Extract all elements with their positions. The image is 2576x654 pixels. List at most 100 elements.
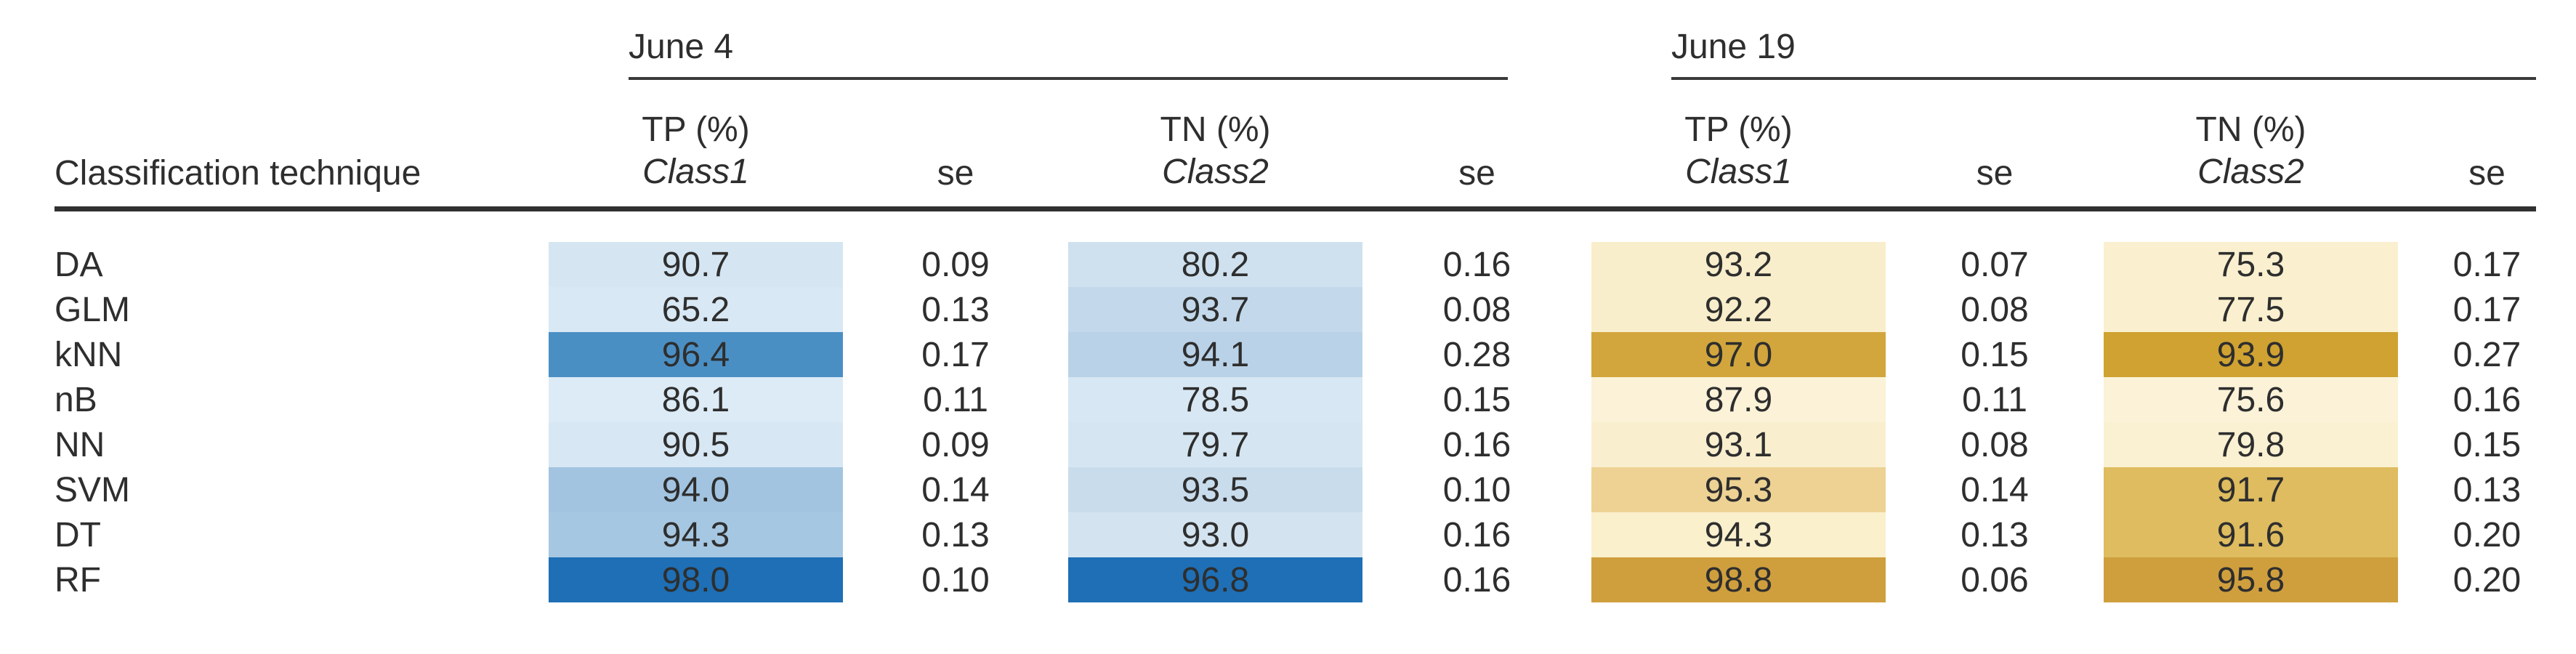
tn-cell: 96.8 <box>1068 557 1362 602</box>
tn-cell: 78.5 <box>1068 377 1362 422</box>
se-cell: 0.10 <box>921 560 990 600</box>
tp-cell: 65.2 <box>549 287 843 332</box>
group-header-row: June 4 June 19 <box>54 25 2576 80</box>
table-row: GLM 65.2 0.13 93.7 0.08 92.2 0.08 77.5 0… <box>54 287 2576 332</box>
tn-cell: 93.5 <box>1068 467 1362 512</box>
tp-cell: 92.2 <box>1591 287 1886 332</box>
se-cell: 0.17 <box>2452 290 2522 329</box>
se-cell: 0.13 <box>2452 470 2522 509</box>
table-row: NN 90.5 0.09 79.7 0.16 93.1 0.08 79.8 0.… <box>54 422 2576 467</box>
tp-cell: 93.1 <box>1591 422 1886 467</box>
tn-cell: 93.7 <box>1068 287 1362 332</box>
se-cell: 0.13 <box>921 515 990 554</box>
june4-tp-header: TP (%) Class1 <box>549 109 843 206</box>
june4-se2-header: se <box>1458 154 1495 193</box>
technique-label: DT <box>54 515 101 554</box>
tp-cell: 96.4 <box>549 332 843 377</box>
june19-tp-header: TP (%) Class1 <box>1591 109 1886 206</box>
technique-label: RF <box>54 560 101 600</box>
tp-cell: 94.3 <box>549 512 843 557</box>
tp-cell: 95.3 <box>1591 467 1886 512</box>
se-cell: 0.13 <box>921 290 990 329</box>
se-cell: 0.17 <box>921 335 990 374</box>
june19-tn-metric: TN (%) <box>2195 110 2306 149</box>
se-cell: 0.11 <box>1962 380 2027 419</box>
se-cell: 0.08 <box>1961 425 2029 464</box>
tp-cell: 98.0 <box>549 557 843 602</box>
se-cell: 0.09 <box>921 245 990 284</box>
table-row: DT 94.3 0.13 93.0 0.16 94.3 0.13 91.6 0.… <box>54 512 2576 557</box>
technique-label: DA <box>54 245 103 284</box>
tp-cell: 87.9 <box>1591 377 1886 422</box>
technique-label: NN <box>54 425 105 464</box>
se-cell: 0.16 <box>1442 560 1511 600</box>
june4-tp-class: Class1 <box>642 153 749 191</box>
technique-label: GLM <box>54 290 131 329</box>
june19-tp-class: Class1 <box>1685 153 1792 191</box>
se-cell: 0.16 <box>2452 380 2522 419</box>
june4-tp-metric: TP (%) <box>642 110 750 149</box>
table-row: nB 86.1 0.11 78.5 0.15 87.9 0.11 75.6 0.… <box>54 377 2576 422</box>
tn-cell: 79.8 <box>2104 422 2398 467</box>
table-row: kNN 96.4 0.17 94.1 0.28 97.0 0.15 93.9 0… <box>54 332 2576 377</box>
technique-label: nB <box>54 380 97 419</box>
table-body: DA 90.7 0.09 80.2 0.16 93.2 0.07 75.3 0.… <box>54 242 2576 602</box>
se-cell: 0.16 <box>1442 425 1511 464</box>
group-june4-label: June 4 <box>629 28 734 66</box>
table-row: RF 98.0 0.10 96.8 0.16 98.8 0.06 95.8 0.… <box>54 557 2576 602</box>
tn-cell: 79.7 <box>1068 422 1362 467</box>
tn-cell: 75.3 <box>2104 242 2398 287</box>
june4-tn-header: TN (%) Class2 <box>1068 109 1362 206</box>
se-cell: 0.15 <box>1961 335 2029 374</box>
tn-cell: 80.2 <box>1068 242 1362 287</box>
table-row: SVM 94.0 0.14 93.5 0.10 95.3 0.14 91.7 0… <box>54 467 2576 512</box>
tp-cell: 90.5 <box>549 422 843 467</box>
tp-cell: 90.7 <box>549 242 843 287</box>
june4-tn-metric: TN (%) <box>1160 110 1271 149</box>
technique-label: SVM <box>54 470 131 509</box>
se-cell: 0.28 <box>1442 335 1511 374</box>
group-june4: June 4 <box>629 25 1508 80</box>
technique-label: kNN <box>54 335 123 374</box>
june4-tn-class: Class2 <box>1162 153 1269 191</box>
june19-se1-header: se <box>1976 154 2014 193</box>
tp-cell: 86.1 <box>549 377 843 422</box>
tn-cell: 91.6 <box>2104 512 2398 557</box>
tn-cell: 95.8 <box>2104 557 2398 602</box>
se-cell: 0.27 <box>2452 335 2522 374</box>
tn-cell: 93.0 <box>1068 512 1362 557</box>
se-cell: 0.06 <box>1961 560 2029 600</box>
se-cell: 0.07 <box>1961 245 2029 284</box>
tp-cell: 98.8 <box>1591 557 1886 602</box>
se-cell: 0.20 <box>2452 560 2522 600</box>
tp-cell: 94.0 <box>549 467 843 512</box>
se-cell: 0.17 <box>2452 245 2522 284</box>
tn-cell: 77.5 <box>2104 287 2398 332</box>
tp-cell: 93.2 <box>1591 242 1886 287</box>
june19-tp-metric: TP (%) <box>1684 110 1793 149</box>
tn-cell: 94.1 <box>1068 332 1362 377</box>
tp-cell: 94.3 <box>1591 512 1886 557</box>
se-cell: 0.20 <box>2452 515 2522 554</box>
se-cell: 0.15 <box>1442 380 1511 419</box>
se-cell: 0.14 <box>1961 470 2029 509</box>
se-cell: 0.15 <box>2452 425 2522 464</box>
row-header-label: Classification technique <box>54 154 421 193</box>
group-june19: June 19 <box>1671 25 2536 80</box>
tn-cell: 93.9 <box>2104 332 2398 377</box>
se-cell: 0.10 <box>1442 470 1511 509</box>
group-header-spacer <box>54 25 549 80</box>
tn-cell: 91.7 <box>2104 467 2398 512</box>
june19-tn-header: TN (%) Class2 <box>2104 109 2398 206</box>
se-cell: 0.11 <box>923 380 988 419</box>
tp-cell: 97.0 <box>1591 332 1886 377</box>
group-june19-label: June 19 <box>1671 28 1796 66</box>
se-cell: 0.09 <box>921 425 990 464</box>
se-cell: 0.16 <box>1442 515 1511 554</box>
june4-se1-header: se <box>937 154 974 193</box>
se-cell: 0.16 <box>1442 245 1511 284</box>
june19-tn-class: Class2 <box>2197 153 2304 191</box>
column-header-row: Classification technique TP (%) Class1 s… <box>54 80 2576 206</box>
june19-se2-header: se <box>2468 154 2506 193</box>
